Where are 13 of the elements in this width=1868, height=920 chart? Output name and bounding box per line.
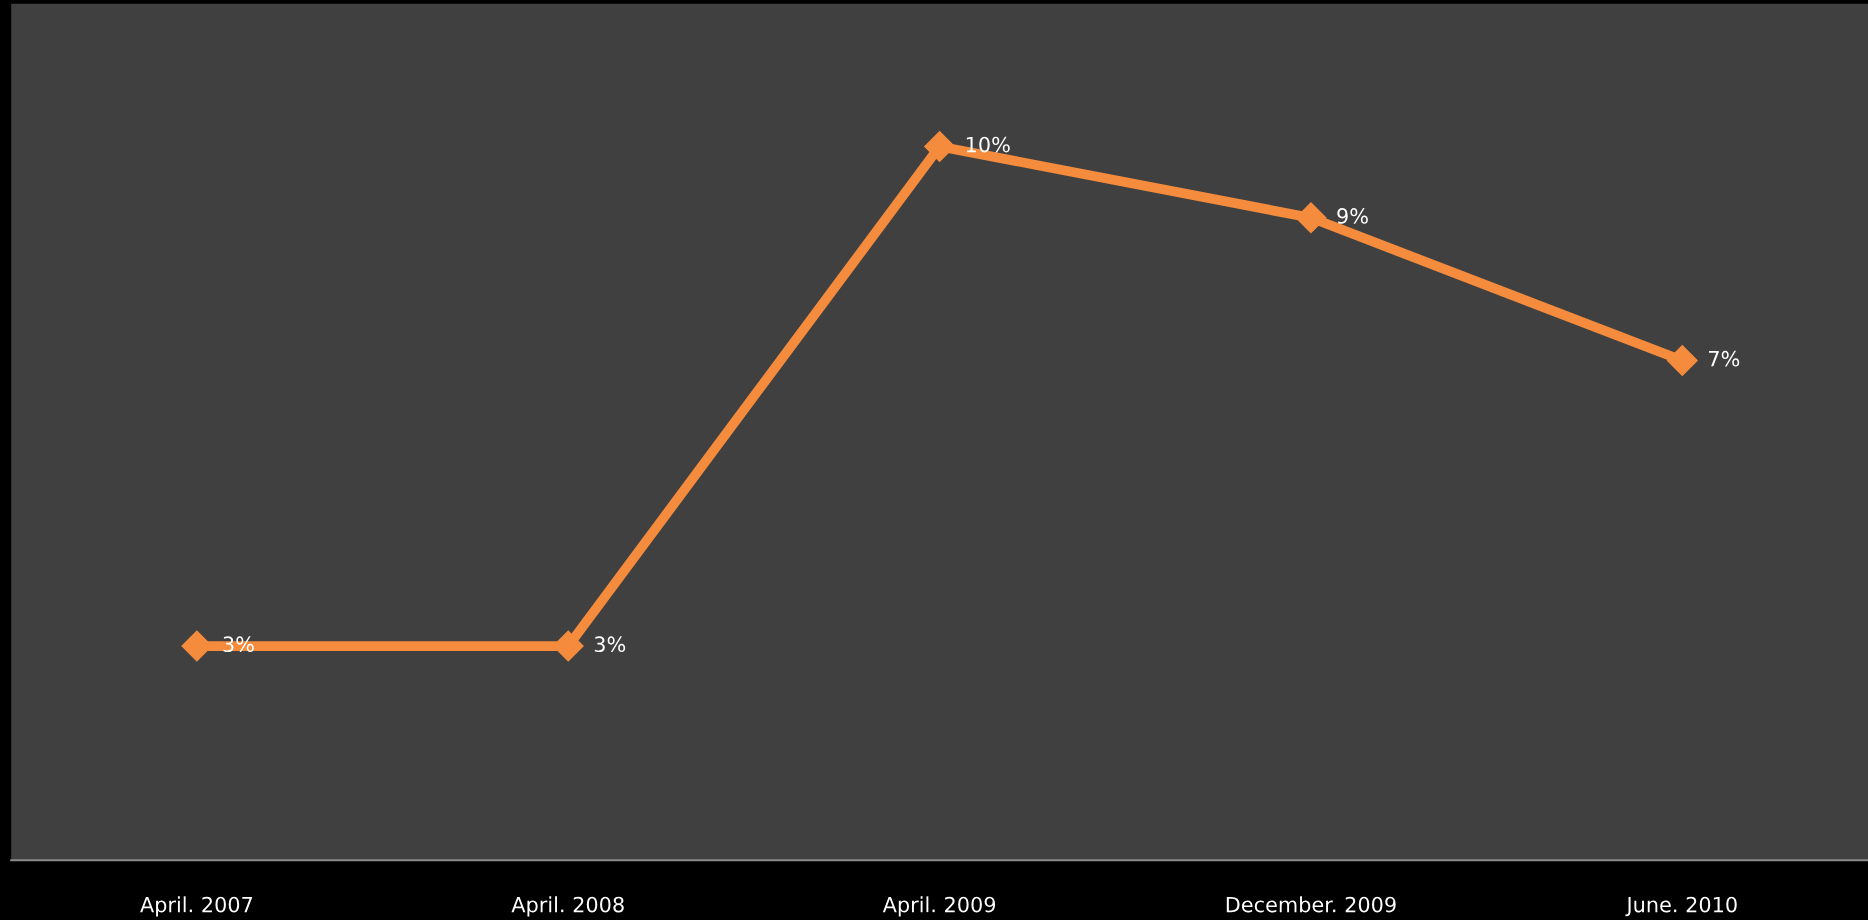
x-tick-label: April. 2009 <box>882 896 996 917</box>
data-label: 7% <box>1709 350 1740 367</box>
point <box>1666 345 1698 376</box>
x-tick-label: June. 2010 <box>1625 896 1737 917</box>
data-label: 3% <box>594 636 626 653</box>
data-label: 9% <box>1337 208 1368 224</box>
x-tick-label: April. 2008 <box>511 896 624 917</box>
data-label: 3% <box>223 636 254 653</box>
point <box>924 131 956 162</box>
point <box>1295 202 1327 234</box>
x-tick-label: December. 2009 <box>1226 896 1396 913</box>
data-label: 10% <box>966 136 1010 153</box>
x-tick-label: April. 2007 <box>140 896 253 917</box>
